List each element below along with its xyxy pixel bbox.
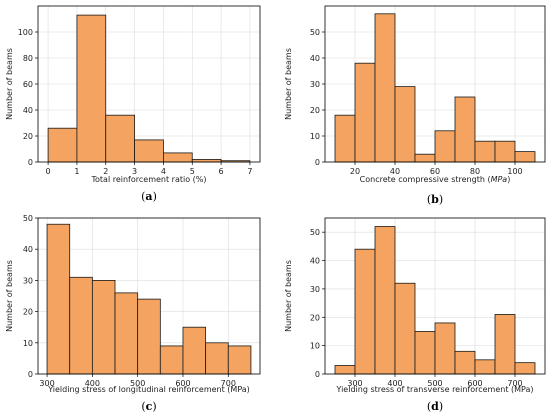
histogram-bar: [227, 345, 252, 375]
histogram-bar: [159, 345, 184, 375]
histogram-panel-1: 0 1 2 3 4 5 6 7 0 20 40 60 80 100 Total reinforcement …: [5, 5, 261, 203]
x-tick-label: 5: [190, 167, 195, 176]
histogram-bar: [474, 359, 496, 375]
y-tick-label: 10: [23, 339, 33, 348]
axes-frame: [37, 217, 261, 375]
x-tick-label: 60: [430, 167, 440, 176]
x-tick-label: 300: [347, 379, 362, 388]
histogram-bar: [454, 350, 476, 375]
y-tick-label: 0: [315, 370, 320, 379]
x-tick-label: 20: [350, 167, 360, 176]
y-tick-label: 40: [23, 106, 33, 115]
histogram-bar: [494, 140, 516, 163]
histogram-bar: [46, 223, 71, 375]
x-tick-label: 400: [387, 379, 402, 388]
histogram-bar: [374, 13, 396, 163]
x-tick-label: 600: [467, 379, 482, 388]
x-tick-label: 300: [39, 379, 54, 388]
y-tick-label: 50: [23, 214, 33, 223]
histogram-bar: [394, 86, 416, 163]
y-tick-label: 10: [310, 132, 320, 141]
x-tick-label: 3: [132, 167, 137, 176]
histogram-bar: [137, 298, 161, 375]
x-tick-label: 0: [46, 167, 51, 176]
histogram-bar: [494, 314, 516, 375]
histogram-bar: [114, 292, 139, 375]
y-tick-label: 0: [28, 158, 33, 167]
x-tick-label: 4: [161, 167, 166, 176]
histogram-bar: [414, 331, 436, 375]
x-axis-label: Total reinforcement ratio (%): [91, 175, 207, 184]
y-tick-label: 30: [23, 276, 33, 285]
histogram-bar: [434, 130, 456, 163]
panel-label: (a): [141, 190, 157, 203]
histogram-bar: [334, 365, 356, 375]
histogram-bar: [454, 96, 476, 163]
histogram-bar: [374, 226, 396, 375]
panel-label: (d): [427, 400, 443, 413]
y-tick-label: 20: [23, 132, 33, 141]
x-tick-label: 700: [507, 379, 522, 388]
y-axis-label: Number of beams: [5, 48, 14, 120]
y-tick-label: 60: [23, 80, 33, 89]
x-tick-label: 600: [175, 379, 190, 388]
y-tick-label: 30: [310, 285, 320, 294]
histogram-bar: [182, 326, 207, 375]
histogram-bar: [434, 322, 456, 375]
histogram-bar: [394, 282, 416, 375]
histogram-bar: [334, 114, 356, 163]
x-tick-label: 7: [247, 167, 252, 176]
histogram-bar: [163, 152, 193, 163]
x-tick-label: 400: [85, 379, 100, 388]
y-tick-label: 50: [310, 228, 320, 237]
y-tick-label: 100: [18, 28, 33, 37]
x-tick-label: 100: [507, 167, 522, 176]
x-tick-label: 6: [219, 167, 224, 176]
histogram-bar: [474, 140, 496, 163]
x-axis-label: Yielding stress of longitudinal reinforc…: [47, 385, 250, 394]
histogram-panel-3: 300 400 500 600 700 0 10 20 30 40 50 Yielding stres…: [5, 214, 261, 413]
y-tick-label: 80: [23, 54, 33, 63]
y-tick-label: 40: [23, 245, 33, 254]
histogram-bar: [514, 362, 536, 375]
y-tick-label: 40: [310, 54, 320, 63]
y-axis-label: Number of beams: [5, 260, 14, 332]
y-tick-label: 20: [310, 106, 320, 115]
histogram-bar: [105, 114, 135, 163]
histogram-bar: [76, 14, 107, 163]
x-tick-label: 1: [74, 167, 79, 176]
x-axis-label: Yielding stress of transverse reinforcem…: [335, 385, 533, 394]
y-tick-label: 20: [310, 313, 320, 322]
histogram-bar: [205, 342, 229, 375]
histogram-bar: [47, 127, 78, 163]
y-axis-label: Number of beams: [284, 260, 293, 332]
y-tick-label: 0: [315, 158, 320, 167]
panel-label: (c): [141, 400, 156, 413]
y-axis-label: Number of beams: [284, 48, 293, 120]
histogram-bar: [354, 248, 376, 375]
histogram-bar: [414, 153, 436, 163]
histogram-panel-2: 20 40 60 80 100 0 10 20 30 40 50 Concrete compressi…: [284, 5, 546, 206]
x-tick-label: 40: [390, 167, 400, 176]
y-tick-label: 40: [310, 257, 320, 266]
x-axis-label: Concrete compressive strength (MPa): [360, 175, 511, 184]
y-tick-label: 20: [23, 308, 33, 317]
y-tick-label: 10: [310, 342, 320, 351]
histogram-bar: [354, 62, 376, 163]
y-tick-label: 0: [28, 370, 33, 379]
x-tick-label: 80: [470, 167, 480, 176]
y-tick-label: 50: [310, 28, 320, 37]
histogram-bar: [69, 276, 93, 375]
histogram-bar: [514, 151, 536, 163]
x-tick-label: 500: [427, 379, 442, 388]
panel-label: (b): [427, 193, 443, 206]
x-tick-label: 2: [103, 167, 108, 176]
y-tick-label: 30: [310, 80, 320, 89]
histogram-bar: [91, 279, 116, 375]
x-tick-label: 500: [130, 379, 145, 388]
x-tick-label: 700: [221, 379, 236, 388]
histogram-panel-4: 300 400 500 600 700 0 10 20 30 40 50 Yielding stres…: [284, 217, 546, 413]
histogram-bar: [134, 139, 164, 163]
